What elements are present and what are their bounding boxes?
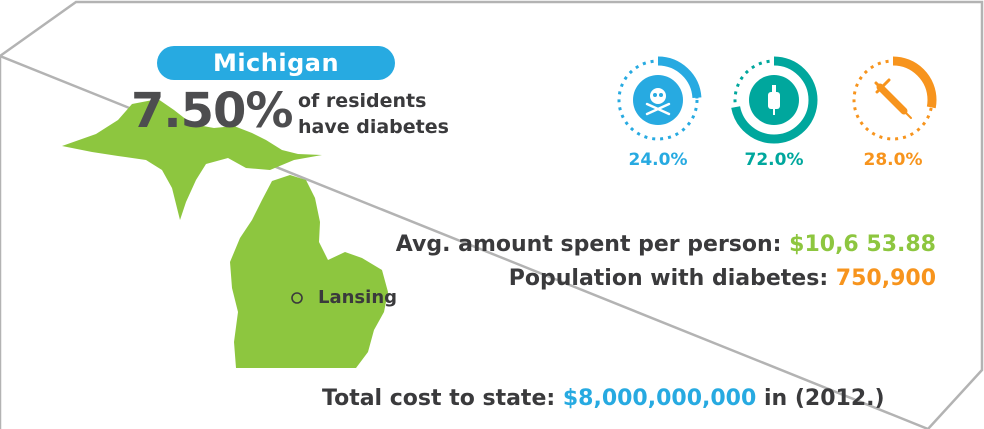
ring-2 <box>735 61 813 139</box>
ring-3-label: 28.0% <box>838 149 948 171</box>
ring-2-label: 72.0% <box>719 149 829 171</box>
total-cost-row: Total cost to state: $8,000,000,000 in (… <box>322 382 885 416</box>
total-cost-value: $8,000,000,000 <box>563 386 756 411</box>
ring-1-label: 24.0% <box>603 149 713 171</box>
ring-3 <box>854 61 932 139</box>
avg-spent-label: Avg. amount spent per person: <box>396 232 782 257</box>
syringe-icon <box>876 80 911 118</box>
total-cost-suffix: in (2012.) <box>764 386 885 411</box>
total-cost-label: Total cost to state: <box>322 386 555 411</box>
stats-block: Avg. amount spent per person: $10,6 53.8… <box>396 228 936 296</box>
population-value: 750,900 <box>836 266 936 291</box>
population-row: Population with diabetes: 750,900 <box>396 262 936 296</box>
ring-1 <box>619 61 697 139</box>
population-label: Population with diabetes: <box>509 266 828 291</box>
avg-spent-value: $10,6 53.88 <box>789 232 936 257</box>
avg-spent-row: Avg. amount spent per person: $10,6 53.8… <box>396 228 936 262</box>
